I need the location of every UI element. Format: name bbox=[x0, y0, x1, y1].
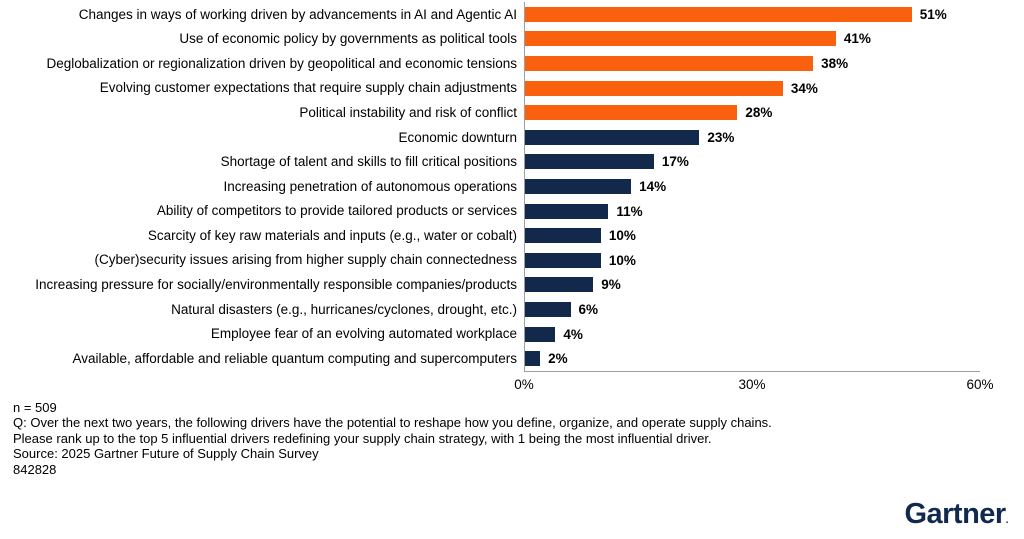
category-label: Employee fear of an evolving automated w… bbox=[210, 326, 517, 342]
x-axis: 0% 30% 60% bbox=[514, 370, 994, 393]
bar-track: 17% bbox=[524, 149, 980, 175]
bar-track: 6% bbox=[524, 297, 980, 322]
bar-track: 10% bbox=[524, 223, 980, 248]
bar-track: 34% bbox=[524, 75, 980, 101]
bar-track: 10% bbox=[524, 247, 980, 273]
x-tick-label: 30% bbox=[738, 376, 766, 392]
sample-size-note: n = 509 bbox=[13, 399, 57, 415]
bar bbox=[525, 277, 594, 293]
bar-row: Deglobalization or regionalization drive… bbox=[0, 51, 1024, 76]
source-note: Source: 2025 Gartner Future of Supply Ch… bbox=[13, 446, 319, 462]
bar-row: Increasing penetration of autonomous ope… bbox=[0, 174, 1024, 199]
bar-track: 23% bbox=[524, 124, 980, 150]
gartner-logo: Gartner. bbox=[904, 500, 1008, 529]
bar-track: 2% bbox=[524, 346, 980, 371]
category-label: Evolving customer expectations that requ… bbox=[99, 80, 517, 96]
bar bbox=[525, 6, 912, 22]
category-label: Scarcity of key raw materials and inputs… bbox=[147, 227, 517, 243]
category-label: Natural disasters (e.g., hurricanes/cycl… bbox=[171, 301, 517, 317]
value-label: 38% bbox=[821, 55, 849, 71]
footnotes: n = 509 Q: Over the next two years, the … bbox=[0, 393, 1024, 477]
value-label: 41% bbox=[843, 31, 871, 47]
bar bbox=[525, 203, 609, 219]
category-label: Changes in ways of working driven by adv… bbox=[78, 6, 517, 22]
bar-row: Natural disasters (e.g., hurricanes/cycl… bbox=[0, 297, 1024, 322]
bar-chart: Changes in ways of working driven by adv… bbox=[0, 2, 1024, 393]
value-label: 23% bbox=[707, 129, 735, 145]
bar-row: Political instability and risk of confli… bbox=[0, 100, 1024, 125]
value-label: 34% bbox=[790, 80, 818, 96]
category-label: Shortage of talent and skills to fill cr… bbox=[220, 154, 517, 170]
bar-row: Scarcity of key raw materials and inputs… bbox=[0, 223, 1024, 248]
category-label: Political instability and risk of confli… bbox=[299, 104, 517, 120]
value-label: 10% bbox=[608, 252, 636, 268]
bar bbox=[525, 154, 654, 170]
category-label: Deglobalization or regionalization drive… bbox=[46, 55, 517, 71]
value-label: 6% bbox=[578, 301, 599, 317]
bar-track: 4% bbox=[524, 321, 980, 347]
x-tick-label: 60% bbox=[966, 376, 994, 392]
bar-row: Employee fear of an evolving automated w… bbox=[0, 321, 1024, 347]
document-number: 842828 bbox=[13, 461, 57, 477]
value-label: 11% bbox=[616, 203, 643, 219]
bar-row: Increasing pressure for socially/environ… bbox=[0, 272, 1024, 298]
bar bbox=[525, 55, 814, 71]
bar bbox=[525, 31, 836, 47]
instruction-note: Please rank up to the top 5 influential … bbox=[13, 430, 712, 446]
bar-row: Use of economic policy by governments as… bbox=[0, 26, 1024, 52]
question-note: Q: Over the next two years, the followin… bbox=[13, 415, 772, 431]
x-tick-label: 0% bbox=[514, 376, 534, 392]
gartner-logo-text: Gartner bbox=[904, 498, 1006, 530]
bar bbox=[525, 351, 541, 367]
bar-row: Economic downturn 23% bbox=[0, 124, 1024, 150]
bar-row: Changes in ways of working driven by adv… bbox=[0, 2, 1024, 27]
bar-track: 14% bbox=[524, 174, 980, 199]
value-label: 51% bbox=[919, 6, 947, 22]
bar bbox=[525, 105, 738, 121]
bar bbox=[525, 252, 601, 268]
category-label: Increasing pressure for socially/environ… bbox=[35, 277, 517, 293]
bar-track: 38% bbox=[524, 51, 980, 76]
value-label: 2% bbox=[548, 351, 568, 367]
bar bbox=[525, 80, 783, 96]
bar-track: 9% bbox=[524, 272, 980, 298]
category-label: (Cyber)security issues arising from high… bbox=[94, 252, 517, 268]
value-label: 10% bbox=[608, 228, 636, 244]
bar-track: 51% bbox=[524, 2, 980, 27]
category-label: Available, affordable and reliable quant… bbox=[72, 350, 517, 366]
bar-row: Ability of competitors to provide tailor… bbox=[0, 198, 1024, 224]
value-label: 4% bbox=[563, 326, 583, 342]
category-label: Economic downturn bbox=[398, 129, 517, 145]
bar bbox=[525, 301, 571, 317]
value-label: 28% bbox=[745, 105, 773, 121]
value-label: 14% bbox=[639, 178, 667, 194]
bar bbox=[525, 129, 700, 145]
plot-area: Changes in ways of working driven by adv… bbox=[0, 2, 1024, 371]
bar bbox=[525, 178, 632, 194]
bar-track: 28% bbox=[524, 100, 980, 125]
category-label: Use of economic policy by governments as… bbox=[179, 31, 517, 47]
bar-row: Shortage of talent and skills to fill cr… bbox=[0, 149, 1024, 175]
value-label: 17% bbox=[661, 154, 689, 170]
bar-row: (Cyber)security issues arising from high… bbox=[0, 247, 1024, 273]
bar-track: 41% bbox=[524, 26, 980, 52]
category-label: Increasing penetration of autonomous ope… bbox=[223, 178, 517, 194]
bar bbox=[525, 326, 556, 342]
bar bbox=[525, 228, 601, 244]
bar-track: 11% bbox=[524, 198, 980, 224]
value-label: 9% bbox=[601, 277, 621, 293]
gartner-logo-mark: . bbox=[1005, 515, 1009, 526]
bar-row: Available, affordable and reliable quant… bbox=[0, 346, 1024, 371]
category-label: Ability of competitors to provide tailor… bbox=[156, 203, 517, 219]
bar-row: Evolving customer expectations that requ… bbox=[0, 75, 1024, 101]
